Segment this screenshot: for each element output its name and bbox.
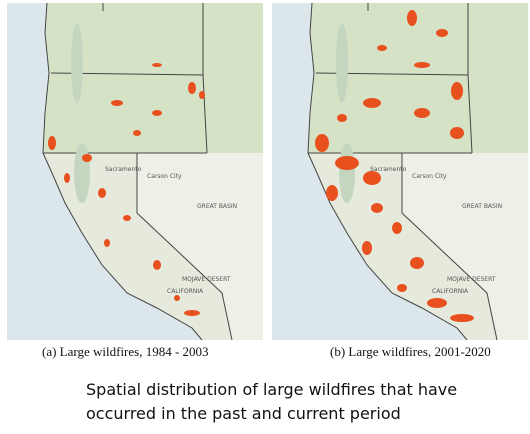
map-label: Sacramento (370, 166, 407, 173)
description-line: occurred in the past and current period (86, 404, 401, 423)
maps: Carson City GREAT BASIN Sacramento MOJAV… (6, 2, 529, 340)
map-label: GREAT BASIN (197, 203, 237, 210)
map-label: MOJAVE DESERT (447, 276, 496, 283)
map-label: CALIFORNIA (167, 288, 204, 295)
map-label: CALIFORNIA (432, 288, 469, 295)
map-label: GREAT BASIN (462, 203, 502, 210)
map-a: Carson City GREAT BASIN Sacramento MOJAV… (6, 2, 264, 340)
caption: (b) Large wildfires, 2001-2020 (330, 344, 491, 359)
map-b: Carson City GREAT BASIN Sacramento MOJAV… (271, 2, 529, 340)
map-label: MOJAVE DESERT (182, 276, 231, 283)
map-label: Sacramento (105, 166, 142, 173)
map-label: Carson City (147, 173, 182, 180)
map-label: Carson City (412, 173, 447, 180)
description-line: Spatial distribution of large wildfires … (86, 380, 458, 399)
caption: (a) Large wildfires, 1984 - 2003 (42, 344, 209, 359)
